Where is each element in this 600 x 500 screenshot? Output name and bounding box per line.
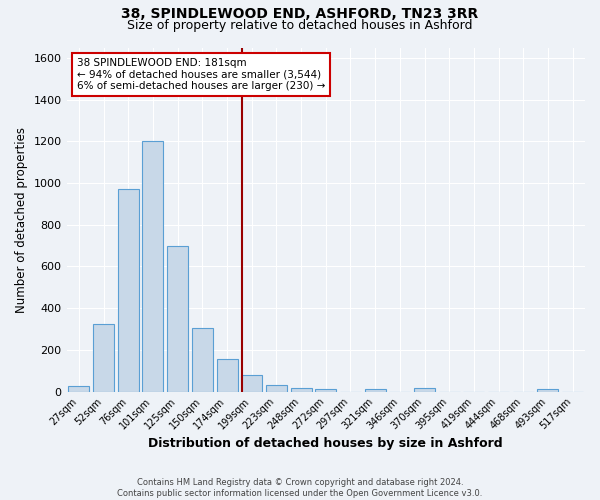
- Y-axis label: Number of detached properties: Number of detached properties: [15, 126, 28, 312]
- Bar: [290, 388, 311, 392]
- Bar: [217, 360, 238, 392]
- Bar: [118, 190, 139, 392]
- Bar: [93, 324, 114, 392]
- Bar: [192, 328, 213, 392]
- Bar: [538, 390, 559, 392]
- X-axis label: Distribution of detached houses by size in Ashford: Distribution of detached houses by size …: [148, 437, 503, 450]
- Bar: [266, 386, 287, 392]
- Bar: [68, 386, 89, 392]
- Bar: [365, 390, 386, 392]
- Bar: [142, 142, 163, 392]
- Text: Contains HM Land Registry data © Crown copyright and database right 2024.
Contai: Contains HM Land Registry data © Crown c…: [118, 478, 482, 498]
- Bar: [414, 388, 435, 392]
- Text: Size of property relative to detached houses in Ashford: Size of property relative to detached ho…: [127, 18, 473, 32]
- Text: 38 SPINDLEWOOD END: 181sqm
← 94% of detached houses are smaller (3,544)
6% of se: 38 SPINDLEWOOD END: 181sqm ← 94% of deta…: [77, 58, 325, 91]
- Bar: [167, 246, 188, 392]
- Bar: [241, 375, 262, 392]
- Bar: [315, 390, 336, 392]
- Text: 38, SPINDLEWOOD END, ASHFORD, TN23 3RR: 38, SPINDLEWOOD END, ASHFORD, TN23 3RR: [121, 8, 479, 22]
